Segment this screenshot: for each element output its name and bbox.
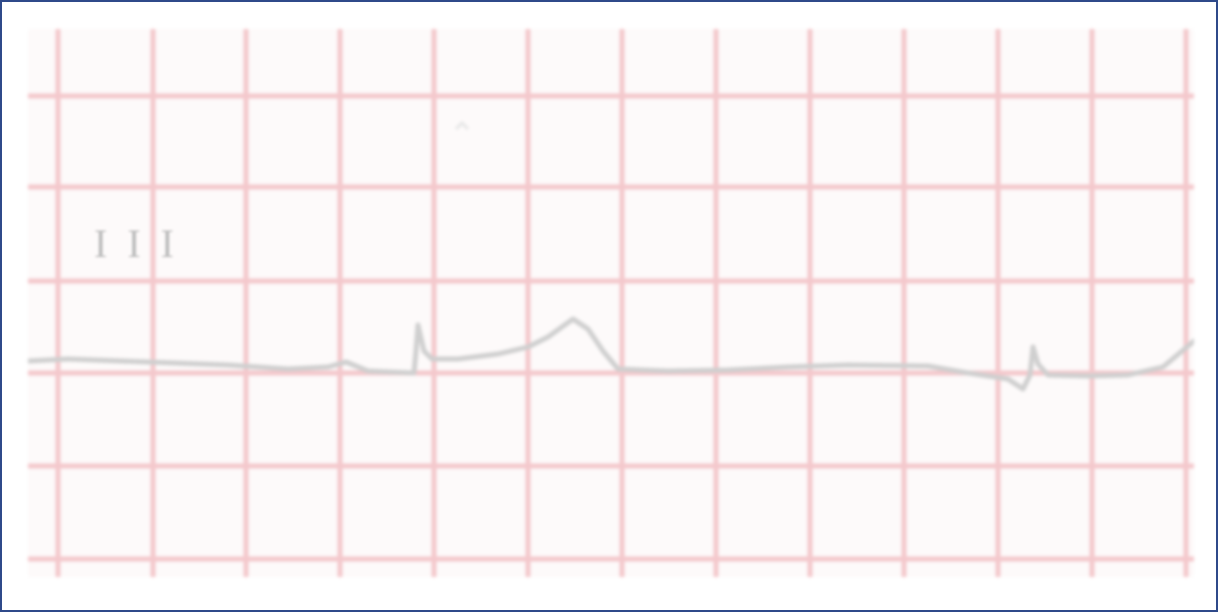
- grid-horizontal-lines: [28, 93, 1194, 562]
- ecg-grid-and-trace: [28, 29, 1194, 577]
- ecg-trace: [28, 316, 1194, 392]
- grid-vertical-lines: [55, 29, 1189, 577]
- ecg-strip: [28, 29, 1194, 577]
- lead-label: III: [94, 221, 194, 266]
- ecg-small-notch: [454, 120, 470, 131]
